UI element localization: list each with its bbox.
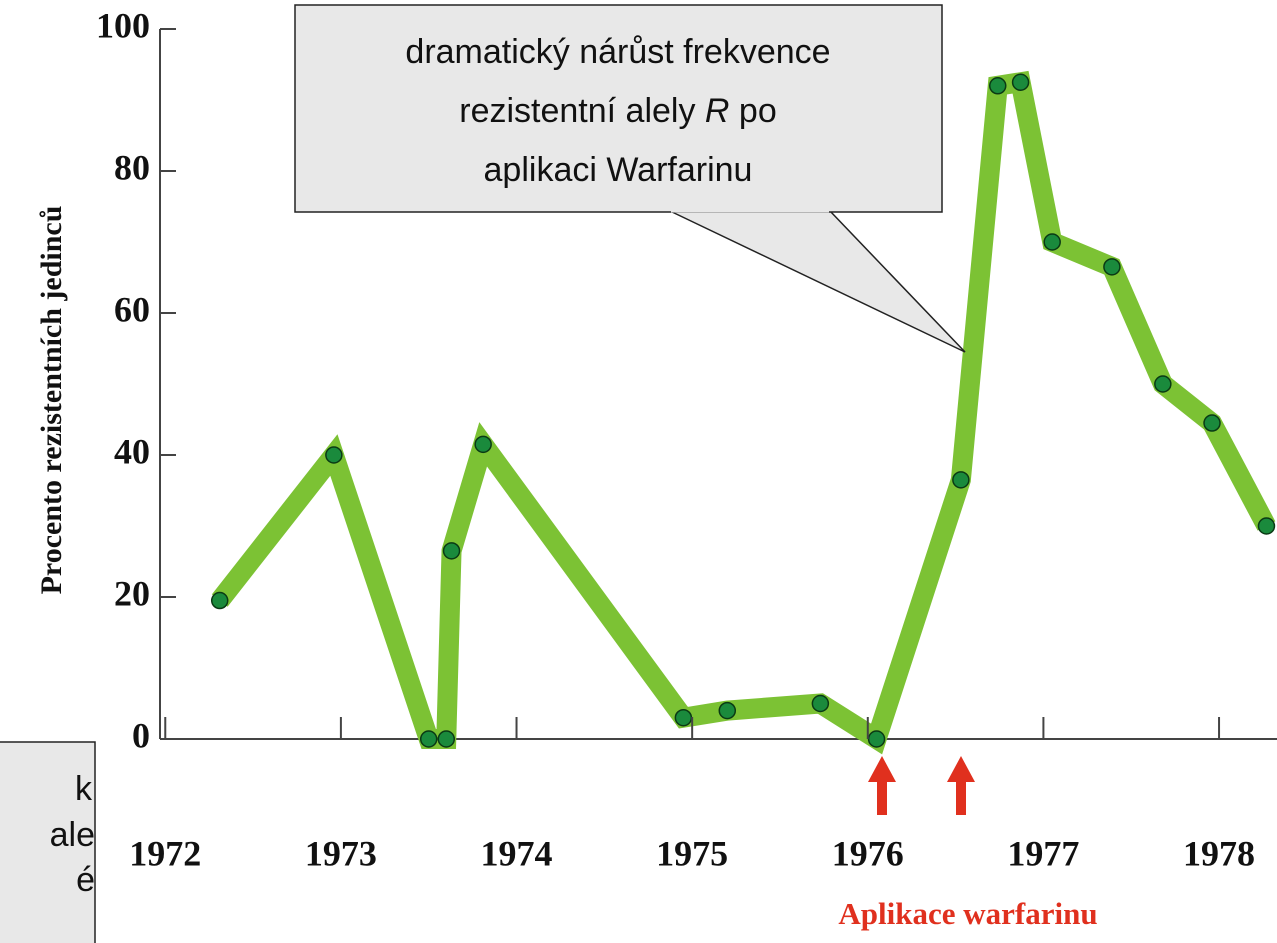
data-point (1043, 233, 1061, 251)
callout-text: po (729, 92, 776, 130)
callout-text: aplikaci Warfarinu (484, 151, 753, 189)
axes (159, 29, 1277, 740)
arrows (868, 756, 975, 815)
callout-pointer (669, 210, 966, 353)
data-point (1103, 258, 1121, 276)
arrow (947, 756, 975, 815)
callout: dramatický nárůst frekvence rezistentní … (294, 4, 966, 353)
callout-text: rezistentní alely (459, 92, 705, 130)
data-point (718, 701, 737, 720)
note-box (0, 741, 96, 943)
callout-text: rezistentní alely R po (459, 92, 777, 130)
data-point (325, 446, 343, 464)
data-point (442, 542, 461, 560)
y-tick-label: 0 (132, 715, 150, 755)
x-tick-label: 1978 (1183, 833, 1255, 873)
data-point (989, 77, 1007, 95)
arrow-label: Aplikace warfarinu (838, 896, 1097, 931)
data-point (1203, 414, 1221, 432)
data-point (1154, 375, 1172, 393)
arrow (868, 756, 896, 815)
callout-box (294, 4, 943, 213)
callout-text: dramatický nárůst frekvence (405, 33, 830, 71)
y-tick-label: 40 (114, 431, 150, 471)
note-text: é (76, 861, 95, 899)
note-text: k (75, 770, 93, 808)
cropped-note: k ale é (0, 741, 96, 943)
y-tick-label: 80 (114, 147, 150, 187)
data-point (437, 730, 456, 748)
x-tick-label: 1977 (1007, 833, 1079, 873)
x-tick-label: 1972 (129, 833, 201, 873)
data-point (1257, 517, 1276, 535)
data-point (210, 591, 229, 610)
y-tick-label: 60 (114, 289, 150, 329)
note-text: ale (50, 816, 95, 854)
x-tick-label: 1975 (656, 833, 728, 873)
data-point (674, 708, 693, 727)
plot (210, 70, 1276, 755)
callout-text: R (705, 92, 730, 130)
y-axis-label: Procento rezistentních jedinců (35, 206, 68, 595)
data-point (474, 435, 492, 454)
y-tick-label: 20 (114, 573, 150, 613)
data-point (1011, 73, 1030, 91)
x-tick-label: 1974 (481, 833, 553, 873)
x-tick-label: 1973 (305, 833, 377, 873)
data-point (419, 730, 438, 748)
y-tick-label: 100 (96, 5, 150, 45)
data-point (867, 730, 886, 748)
x-tick-label: 1976 (832, 833, 904, 873)
data-point (811, 694, 830, 713)
data-point (952, 471, 970, 489)
